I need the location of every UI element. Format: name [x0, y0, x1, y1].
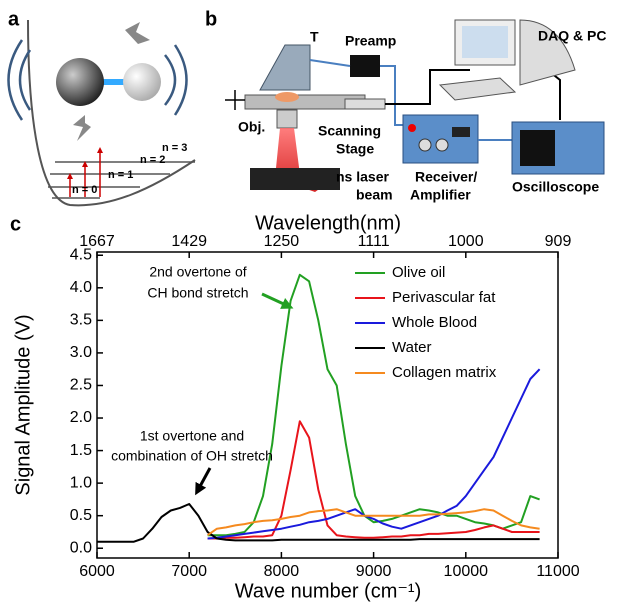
label: Scanning [318, 123, 381, 139]
label: Preamp [345, 33, 396, 49]
x-axis-title: Wave number (cm⁻¹) [235, 580, 422, 602]
label: Obj. [238, 119, 265, 135]
panel-a: a n = 3 n = 2 n = 1 n = 0 [7, 8, 196, 207]
atom [56, 58, 104, 106]
x-tick-label: 11000 [536, 563, 579, 580]
preamp [350, 55, 380, 77]
legend-label: Whole Blood [392, 314, 477, 331]
y-axis-title: Signal Amplitude (V) [12, 314, 34, 495]
potential-curve [27, 19, 196, 207]
y-tick-label: 4.0 [70, 279, 92, 296]
y-tick-label: 3.5 [70, 312, 92, 329]
y-tick-label: 4.5 [70, 246, 92, 263]
scope-screen [520, 130, 555, 166]
x2-tick-label: 1111 [358, 233, 390, 250]
x2-tick-label: 909 [545, 233, 572, 250]
annotation: combination of OH stretch [111, 448, 273, 464]
panel-label: c [10, 213, 21, 235]
series-line [207, 368, 541, 540]
axes-icon [225, 90, 245, 110]
series-line [207, 508, 540, 537]
plot-frame [96, 251, 559, 559]
atom [123, 63, 161, 101]
display [452, 127, 470, 137]
x2-tick-label: 1000 [448, 233, 484, 250]
label: T [310, 29, 319, 45]
rotation-arrow [73, 115, 91, 141]
y-tick-label: 1.5 [70, 442, 92, 459]
level-label: n = 1 [108, 169, 133, 181]
cable [385, 69, 470, 105]
legend-label: Perivascular fat [392, 289, 496, 306]
series-line [207, 273, 540, 537]
x2-tick-label: 1667 [79, 233, 115, 250]
x-tick-label: 7000 [171, 563, 207, 580]
annotation: CH bond stretch [147, 285, 248, 301]
legend-label: Water [392, 339, 431, 356]
x2-tick-label: 1429 [171, 233, 207, 250]
y-tick-label: 0.0 [70, 539, 92, 556]
series-line [207, 420, 540, 540]
annotation-arrow [261, 292, 294, 309]
panel-b: b Preamp T DAQ & PC Obj. Scanning Stage … [205, 8, 606, 202]
annotation: 1st overtone and [140, 428, 244, 444]
panel-label: b [205, 8, 217, 30]
panel-c: c Wavelength(nm) Wave number (cm⁻¹) Sign… [10, 212, 580, 602]
x2-axis-title: Wavelength(nm) [255, 212, 401, 234]
transitions [67, 147, 103, 197]
monitor-screen [462, 26, 508, 58]
label: Amplifier [410, 187, 471, 203]
x-tick-label: 8000 [264, 563, 300, 580]
x-tick-label: 9000 [356, 563, 392, 580]
level-label: n = 2 [140, 154, 165, 166]
objective [276, 109, 298, 129]
annotation-arrow [195, 467, 212, 496]
sample [275, 92, 299, 102]
panel-label: a [8, 8, 20, 30]
laser [250, 168, 340, 190]
pc [519, 19, 576, 86]
x-tick-label: 6000 [79, 563, 115, 580]
y-tick-label: 0.5 [70, 507, 92, 524]
transducer-mount [259, 44, 311, 91]
legend-label: Collagen matrix [392, 364, 497, 381]
knob [435, 138, 449, 152]
label: ns laser [336, 169, 389, 185]
series-line [97, 503, 540, 543]
keyboard [438, 77, 517, 101]
label: Stage [336, 141, 374, 157]
y-tick-label: 3.0 [70, 344, 92, 361]
annotation: 2nd overtone of [149, 264, 246, 280]
micrometer [344, 98, 386, 110]
level-label: n = 0 [72, 184, 97, 196]
level-label: n = 3 [162, 142, 187, 154]
label: DAQ & PC [538, 28, 606, 44]
vibration-arcs [7, 39, 188, 121]
x-tick-label: 10000 [444, 563, 489, 580]
cable [309, 59, 405, 126]
led [408, 124, 416, 132]
y-tick-label: 2.5 [70, 377, 92, 394]
knob [418, 138, 432, 152]
label: Oscilloscope [512, 179, 599, 195]
rotation-arrow [125, 22, 150, 44]
x2-tick-label: 1250 [264, 233, 300, 250]
y-tick-label: 2.0 [70, 409, 92, 426]
legend-label: Olive oil [392, 264, 445, 281]
label: beam [356, 187, 393, 203]
y-tick-label: 1.0 [70, 474, 92, 491]
label: Receiver/ [415, 169, 477, 185]
